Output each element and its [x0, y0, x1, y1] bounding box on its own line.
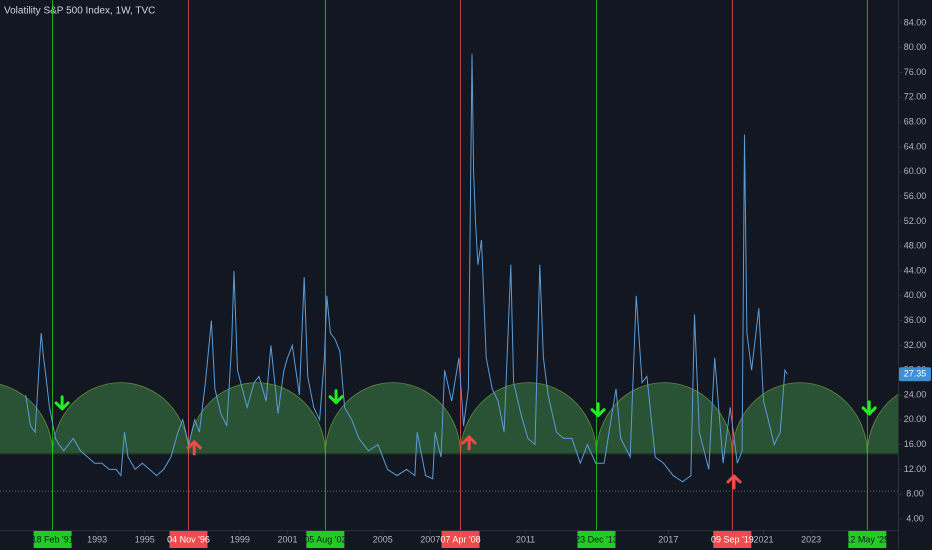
- y-tick-label: 40.00: [904, 290, 927, 300]
- last-value-label: 27.35: [904, 369, 927, 379]
- signal-arrow: [328, 389, 344, 405]
- signal-arrow: [726, 474, 742, 490]
- y-tick-label: 64.00: [904, 141, 927, 151]
- plot: [0, 0, 898, 530]
- event-label-box: [441, 531, 480, 548]
- y-tick-label: 84.00: [904, 17, 927, 27]
- cycle-arc: [324, 382, 461, 455]
- event-label-box: [848, 531, 887, 548]
- y-tick-label: 48.00: [904, 241, 927, 251]
- event-label: 09 Sep '19: [711, 534, 754, 544]
- y-tick-label: 72.00: [904, 92, 927, 102]
- y-tick-label: 20.00: [904, 414, 927, 424]
- y-tick-label: 8.00: [906, 489, 924, 499]
- y-tick-label: 56.00: [904, 191, 927, 201]
- cycle-arc: [188, 382, 326, 455]
- event-label-box: [169, 531, 208, 548]
- y-tick-label: 60.00: [904, 166, 927, 176]
- signal-arrow: [590, 402, 606, 418]
- x-tick-label: 2005: [373, 534, 393, 544]
- signal-arrow: [186, 440, 202, 456]
- x-tick-label: 2007: [420, 534, 440, 544]
- signal-arrow: [461, 435, 477, 451]
- y-tick-label: 36.00: [904, 315, 927, 325]
- y-tick-label: 32.00: [904, 340, 927, 350]
- y-tick-label: 4.00: [906, 513, 924, 523]
- x-tick-label: 1999: [230, 534, 250, 544]
- cycle-arc: [460, 382, 597, 455]
- x-tick-label: 1995: [135, 534, 155, 544]
- signal-arrow: [54, 395, 70, 411]
- cycle-arc: [731, 382, 868, 455]
- y-tick-label: 12.00: [904, 464, 927, 474]
- cycle-arc: [866, 393, 898, 455]
- event-label: 05 Aug '02: [304, 534, 346, 544]
- event-label-box: [713, 531, 752, 548]
- y-tick-label: 52.00: [904, 216, 927, 226]
- event-label: 18 Feb '91: [31, 534, 73, 544]
- y-tick-label: 76.00: [904, 67, 927, 77]
- event-label-box: [33, 531, 72, 548]
- vix-line: [25, 53, 788, 483]
- last-value-box: [899, 367, 931, 382]
- y-tick-label: 68.00: [904, 117, 927, 127]
- y-tick-label: 24.00: [904, 389, 927, 399]
- x-tick-label: 2011: [516, 534, 535, 544]
- x-tick-label: 2001: [277, 534, 297, 544]
- cycle-arc: [0, 384, 54, 455]
- x-tick-label: 1993: [87, 534, 107, 544]
- event-label-box: [577, 531, 616, 548]
- y-tick-label: 44.00: [904, 265, 927, 275]
- event-label: 04 Nov '96: [167, 534, 210, 544]
- cycle-arc: [52, 382, 189, 455]
- y-tick-label: 80.00: [904, 42, 927, 52]
- y-tick-label: 16.00: [904, 439, 927, 449]
- signal-arrow: [861, 400, 877, 416]
- chart-title: Volatility S&P 500 Index, 1W, TVC: [4, 6, 155, 17]
- x-tick-label: 2023: [801, 534, 821, 544]
- event-label: 12 May '25: [845, 534, 889, 544]
- event-label: 23 Dec '13: [575, 534, 618, 544]
- event-label-box: [306, 531, 345, 548]
- x-tick-label: 2017: [658, 534, 678, 544]
- event-label: 07 Apr '08: [440, 534, 480, 544]
- x-tick-label: 2021: [754, 534, 774, 544]
